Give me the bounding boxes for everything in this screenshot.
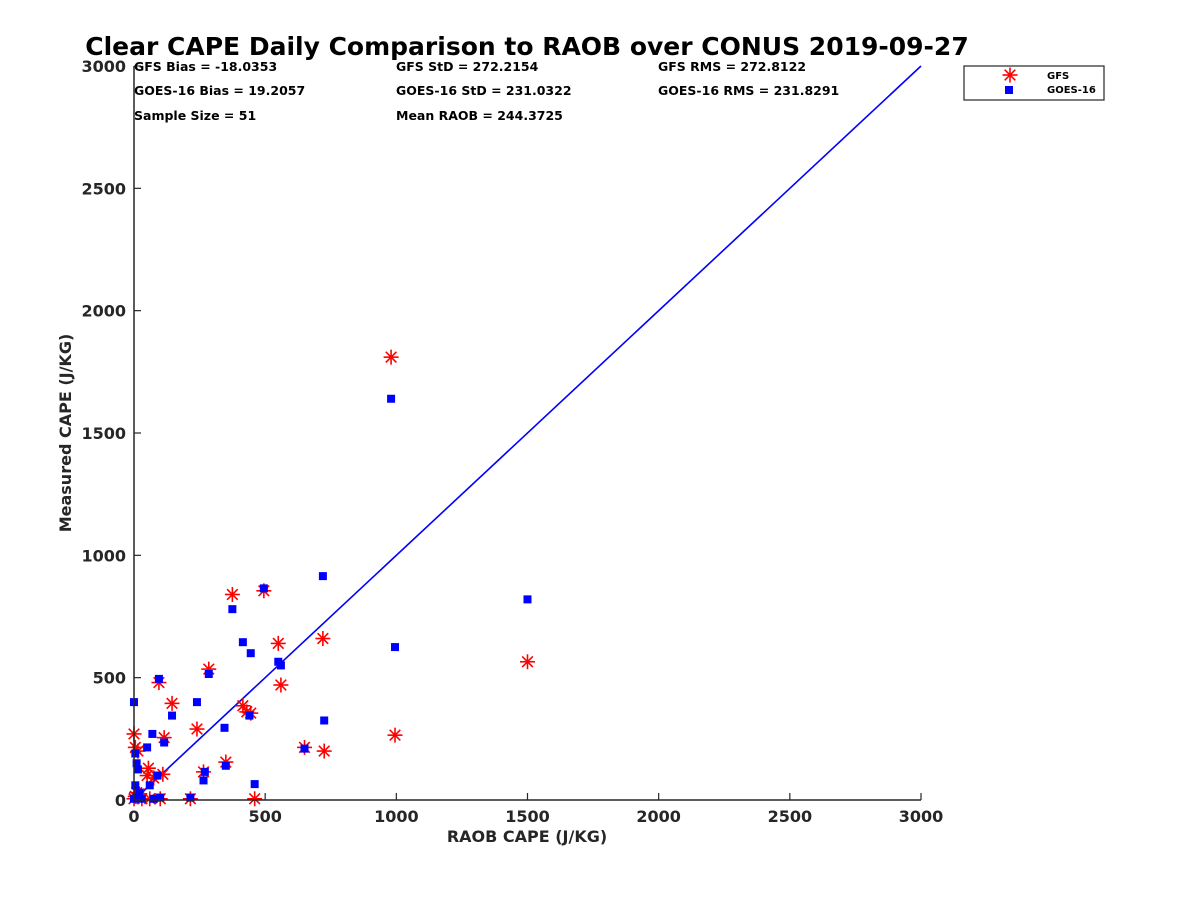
stat-gfs-std: GFS StD = 272.2154: [396, 59, 539, 74]
goes16-point: [320, 716, 329, 725]
y-tick-label: 500: [93, 669, 126, 688]
legend-box: [963, 65, 1105, 101]
goes16-point: [132, 759, 141, 768]
goes16-point: [131, 749, 140, 758]
y-tick-label: 0: [115, 791, 126, 810]
stat-gfs-rms: GFS RMS = 272.8122: [658, 59, 806, 74]
legend: GFS GOES-16: [963, 65, 1105, 101]
chart-title: Clear CAPE Daily Comparison to RAOB over…: [85, 32, 968, 61]
stat-gfs-bias: GFS Bias = -18.0353: [134, 59, 277, 74]
goes16-point: [192, 698, 201, 707]
y-tick-label: 2500: [81, 179, 126, 198]
goes16-point: [148, 729, 157, 738]
y-axis-label: Measured CAPE (J/KG): [56, 334, 75, 533]
goes16-point: [153, 771, 162, 780]
goes16-point: [318, 572, 327, 581]
legend-gfs-asterisk: [1002, 67, 1018, 83]
gfs-point: [247, 791, 263, 807]
gfs-point: [383, 349, 399, 365]
goes16-point: [220, 723, 229, 732]
goes16-point: [156, 793, 165, 802]
gfs-point: [387, 727, 403, 743]
y-tick-label: 1500: [81, 424, 126, 443]
goes16-point: [132, 793, 141, 802]
series-goes-16: [130, 394, 532, 803]
goes16-point: [143, 743, 152, 752]
goes16-point: [200, 767, 209, 776]
x-tick-label: 1000: [374, 807, 419, 826]
reference-layer: [133, 65, 922, 801]
goes16-point: [199, 776, 208, 785]
y-tick-label: 3000: [81, 57, 126, 76]
gfs-point: [270, 635, 286, 651]
x-axis-label: RAOB CAPE (J/KG): [447, 827, 607, 846]
gfs-point: [164, 695, 180, 711]
goes16-point: [149, 794, 158, 803]
goes16-point: [168, 711, 177, 720]
goes16-point: [259, 584, 268, 593]
goes16-point: [238, 638, 247, 647]
goes16-point: [228, 605, 237, 614]
goes16-point: [145, 781, 154, 790]
stat-sample-size: Sample Size = 51: [134, 108, 256, 123]
goes16-point: [274, 657, 283, 666]
goes16-point: [160, 738, 169, 747]
stat-goes-std: GOES-16 StD = 231.0322: [396, 83, 572, 98]
x-tick-label: 2500: [768, 807, 813, 826]
stats-block: GFS Bias = -18.0353 GFS StD = 272.2154 G…: [134, 59, 839, 123]
one-to-one-line: [133, 65, 922, 801]
goes16-point: [246, 649, 255, 658]
legend-marker-gfs: [1002, 67, 1018, 83]
gfs-point: [224, 586, 240, 602]
gfs-point: [139, 768, 155, 784]
x-tick-label: 500: [248, 807, 281, 826]
legend-label-gfs: GFS: [1047, 71, 1069, 82]
legend-label-goes16: GOES-16: [1047, 85, 1096, 96]
legend-marker-goes16: [1005, 86, 1013, 94]
gfs-point: [520, 654, 535, 670]
y-ticks: 0 500 1000 1500 2000 2500 3000: [81, 57, 141, 810]
goes16-point: [133, 765, 142, 774]
goes16-point: [387, 394, 396, 403]
gfs-point: [235, 698, 251, 714]
stat-mean-raob: Mean RAOB = 244.3725: [396, 108, 563, 123]
y-tick-label: 2000: [81, 302, 126, 321]
stat-goes-rms: GOES-16 RMS = 231.8291: [658, 83, 839, 98]
x-tick-label: 2000: [636, 807, 681, 826]
x-tick-label: 0: [128, 807, 139, 826]
goes16-point: [523, 595, 532, 604]
gfs-point: [315, 631, 331, 647]
goes16-point: [137, 794, 146, 803]
goes16-point: [186, 793, 195, 802]
stat-goes-bias: GOES-16 Bias = 19.2057: [134, 83, 305, 98]
x-ticks: 0 500 1000 1500 2000 2500 3000: [128, 793, 943, 826]
goes16-point: [250, 780, 259, 789]
y-tick-label: 1000: [81, 546, 126, 565]
goes16-point: [245, 711, 254, 720]
goes16-point: [300, 744, 309, 753]
goes16-point: [221, 761, 230, 770]
legend-goes16-square: [1005, 86, 1013, 94]
goes16-point: [154, 674, 163, 683]
gfs-point: [273, 677, 289, 693]
gfs-point: [189, 721, 205, 737]
goes16-point: [131, 781, 140, 790]
goes16-point: [135, 788, 144, 797]
x-tick-label: 1500: [505, 807, 550, 826]
goes16-point: [204, 669, 213, 678]
goes16-point: [391, 643, 400, 652]
x-tick-label: 3000: [899, 807, 944, 826]
gfs-point: [316, 743, 332, 759]
